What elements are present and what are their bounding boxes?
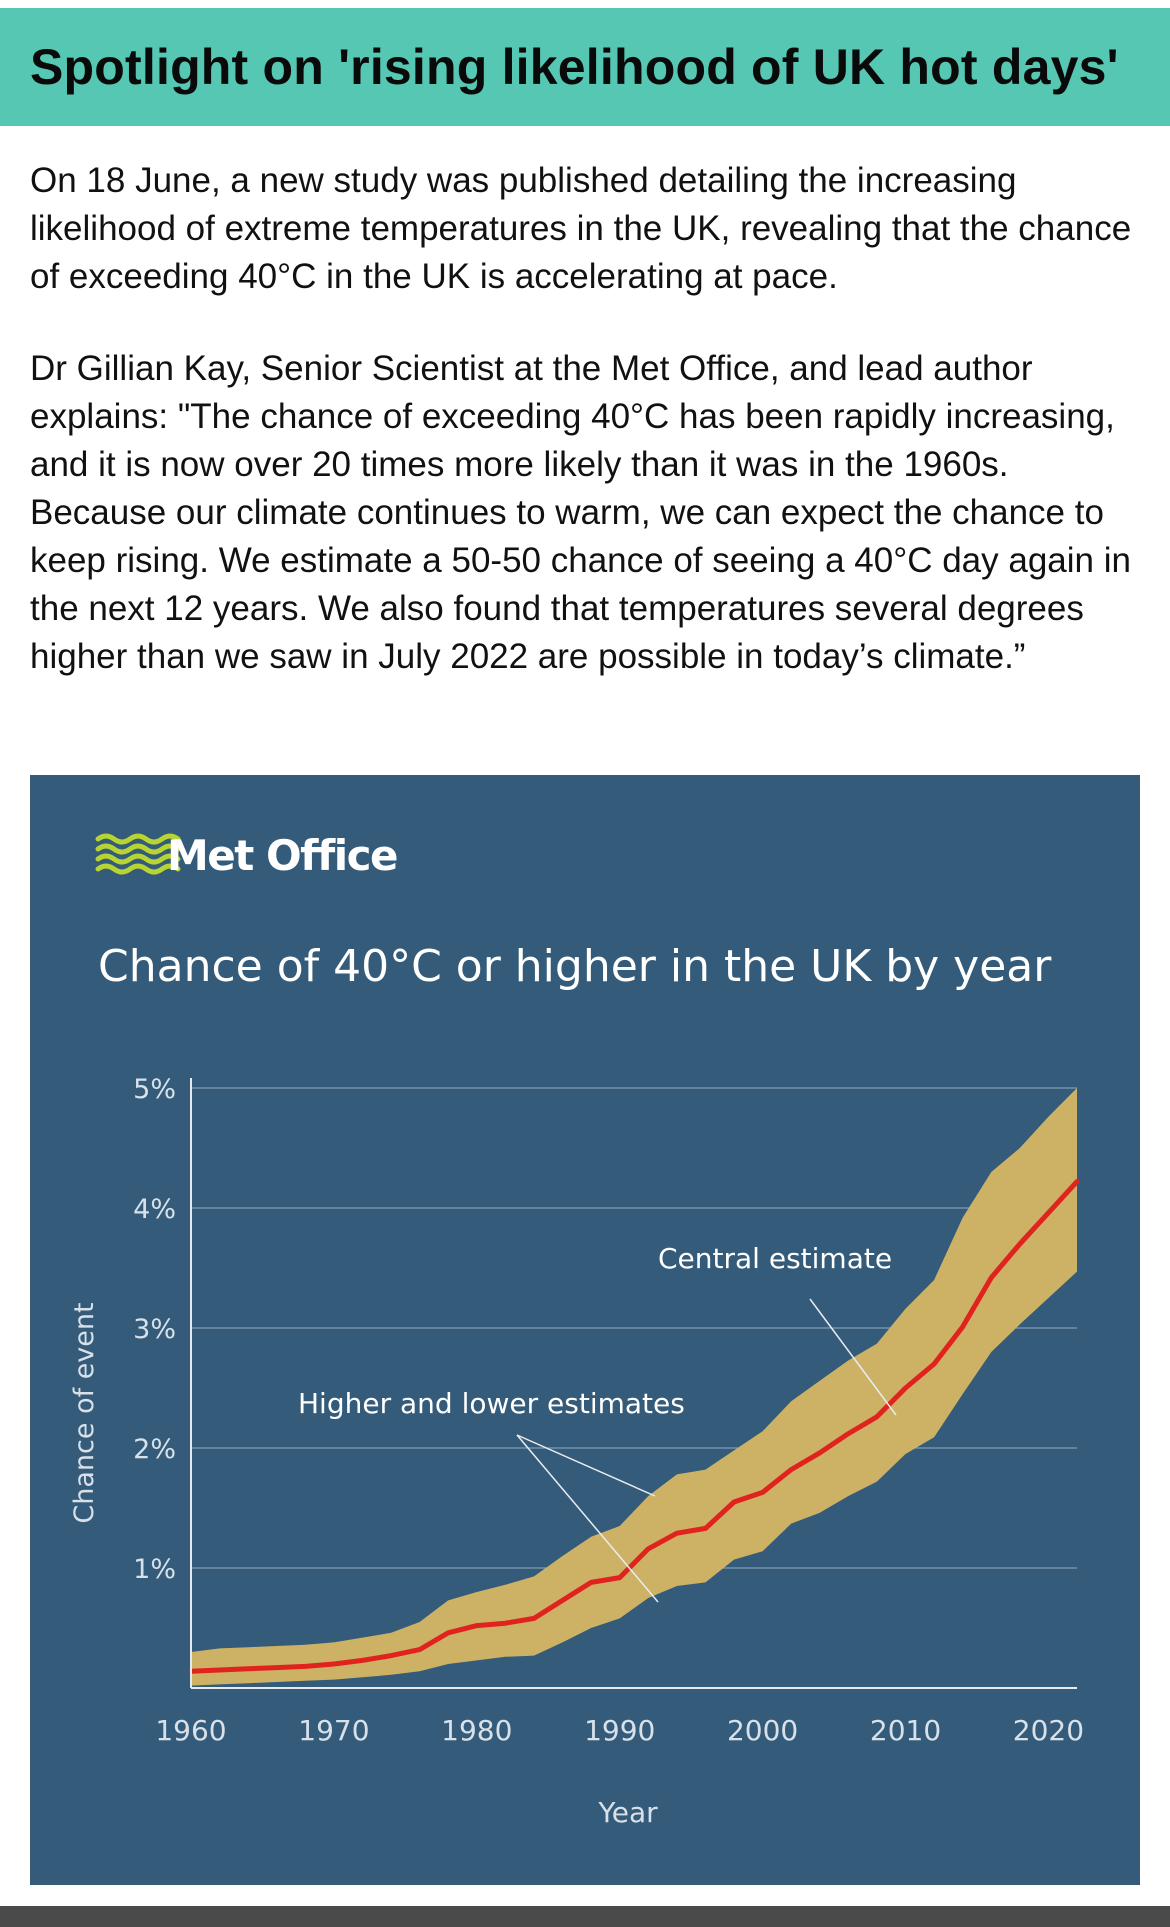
x-tick-label: 1970 [298,1714,369,1747]
x-tick-label: 1980 [441,1714,512,1747]
article-paragraph-1: On 18 June, a new study was published de… [30,161,1132,296]
y-tick-label: 3% [133,1314,176,1345]
chart-image: Met Office Chance of 40°C or higher in t… [30,775,1140,1885]
y-tick-label: 2% [133,1434,176,1465]
x-tick-label: 2000 [727,1714,798,1747]
annotation-band: Higher and lower estimates [298,1387,685,1603]
annotation-central: Central estimate [658,1242,897,1416]
tick-label-layer: 1% 2% 3% 4% 5% 1960 1970 1980 1990 2000 2010 2020 [133,1074,1084,1747]
x-tick-label: 1990 [584,1714,655,1747]
annotation-central-pointer [809,1298,897,1416]
central-line-layer [188,1179,1080,1674]
annotation-band-pointer-upper [516,1434,656,1497]
y-tick-label: 1% [133,1554,176,1585]
axis-layer [190,1078,1077,1689]
y-tick-label: 4% [133,1194,176,1225]
central-estimate-line [188,1179,1080,1674]
article-paragraph-2: Dr Gillian Kay, Senior Scientist at the … [30,349,1131,676]
x-tick-label: 1960 [155,1714,226,1747]
met-office-waves-icon [95,833,181,875]
annotation-central-label: Central estimate [658,1242,892,1275]
y-axis-label: Chance of event [69,1302,100,1523]
met-office-logo: Met Office [95,831,399,880]
x-tick-label: 2010 [870,1714,941,1747]
annotation-band-label: Higher and lower estimates [298,1387,685,1420]
grid-layer [191,1087,1077,1569]
x-axis-label: Year [597,1796,658,1829]
met-office-logo-text: Met Office [167,831,397,880]
bottom-bar [0,1906,1170,1927]
section-header: Spotlight on 'rising likelihood of UK ho… [0,8,1170,126]
y-tick-label: 5% [133,1074,176,1105]
annotation-band-pointer-lower [516,1434,659,1603]
x-tick-label: 2020 [1013,1714,1084,1747]
chart-title: Chance of 40°C or higher in the UK by ye… [98,941,1052,992]
top-strip [0,0,1170,8]
chart-svg: Met Office Chance of 40°C or higher in t… [69,831,1084,1829]
section-title: Spotlight on 'rising likelihood of UK ho… [30,39,1119,95]
